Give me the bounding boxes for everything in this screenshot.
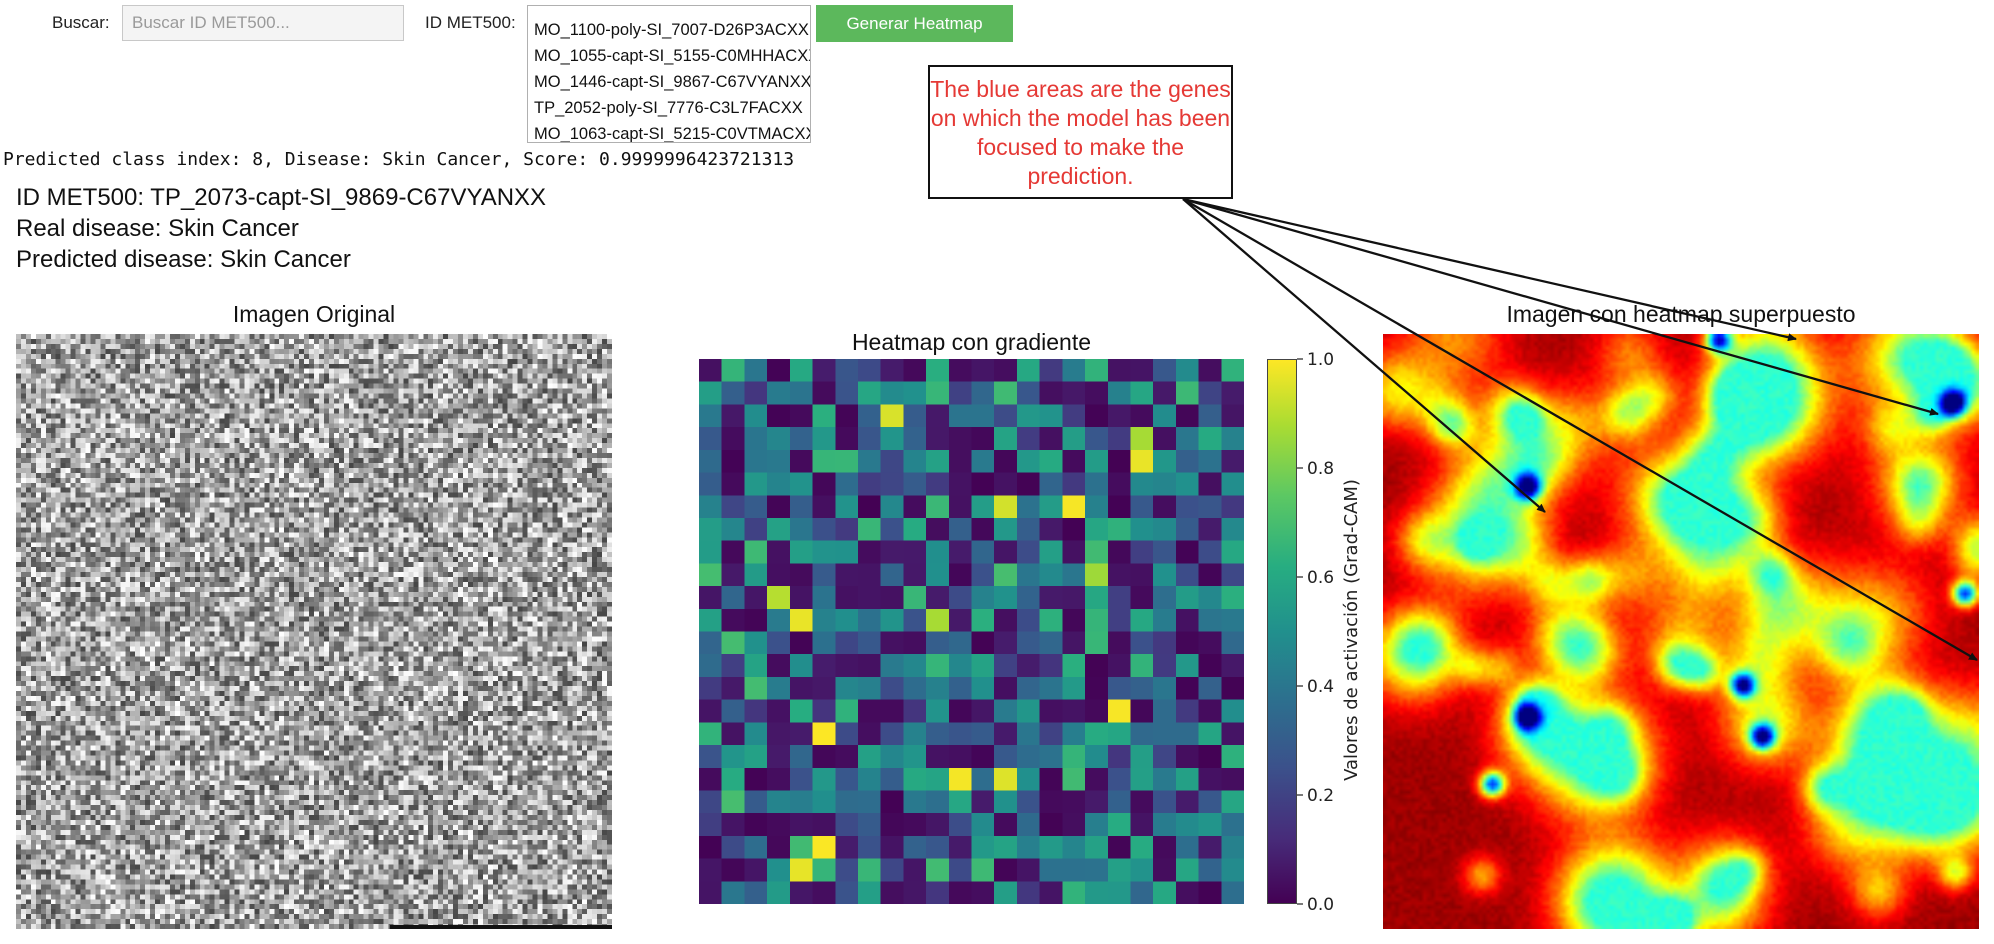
colorbar — [1267, 359, 1297, 904]
arrow-line — [1182, 198, 1546, 513]
image-edge-bar — [390, 925, 612, 929]
colorbar-label: Valores de activación (Grad-CAM) — [1341, 479, 1362, 781]
list-item[interactable]: MO_1063-capt-SI_5215-C0VTMACXX — [534, 125, 810, 143]
real-disease-line: Real disease: Skin Cancer — [16, 215, 299, 242]
original-image — [16, 334, 612, 929]
colorbar-tick-label: 0.2 — [1307, 786, 1334, 806]
original-image-title: Imagen Original — [232, 301, 396, 327]
prediction-output: Predicted class index: 8, Disease: Skin … — [3, 149, 795, 170]
id-met500-line: ID MET500: TP_2073-capt-SI_9869-C67VYANX… — [16, 184, 547, 211]
met500-id-listbox[interactable]: MO_1100-poly-SI_7007-D26P3ACXX MO_1055-c… — [527, 5, 811, 143]
colorbar-tick-label: 0.6 — [1307, 568, 1334, 588]
overlay-image-title: Imagen con heatmap superpuesto — [1506, 301, 1856, 327]
colorbar-tick-label: 0.0 — [1307, 895, 1334, 915]
arrow-line — [1182, 198, 1978, 661]
arrow-line — [1182, 197, 1797, 342]
annotation-callout: The blue areas are the genes on which th… — [928, 65, 1233, 199]
search-input[interactable] — [122, 5, 404, 41]
colorbar-tick-label: 0.4 — [1307, 677, 1334, 697]
heatmap-title: Heatmap con gradiente — [851, 329, 1092, 355]
overlay-image — [1383, 334, 1979, 929]
arrow-line — [1182, 197, 1939, 416]
search-label: Buscar: — [52, 13, 110, 32]
colorbar-axis: 0.0 0.2 0.4 0.6 0.8 1.0 Valores de activación… — [1297, 350, 1362, 915]
list-item[interactable]: MO_1446-capt-SI_9867-C67VYANXX — [534, 73, 810, 91]
list-item[interactable]: TP_2052-poly-SI_7776-C3L7FACXX — [534, 99, 803, 117]
predicted-disease-line: Predicted disease: Skin Cancer — [16, 246, 351, 273]
colorbar-tick-label: 1.0 — [1307, 350, 1334, 370]
colorbar-tick-label: 0.8 — [1307, 459, 1334, 479]
list-item[interactable]: MO_1055-capt-SI_5155-C0MHHACXX — [534, 47, 810, 65]
list-item[interactable]: MO_1100-poly-SI_7007-D26P3ACXX — [534, 21, 809, 39]
gradcam-heatmap — [699, 359, 1244, 904]
generate-heatmap-button[interactable]: Generar Heatmap — [816, 5, 1013, 42]
select-label: ID MET500: — [425, 13, 516, 32]
